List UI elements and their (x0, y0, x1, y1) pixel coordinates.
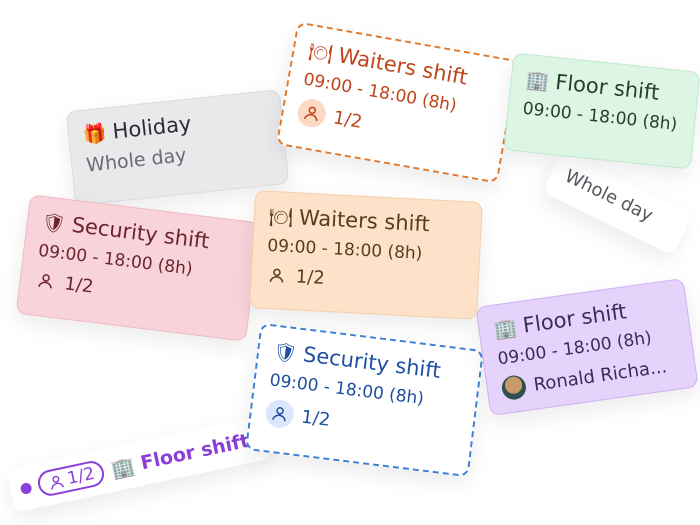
card-count: 1/2 (63, 272, 95, 298)
building-icon: 🏢 (492, 316, 519, 342)
floor-shift-card-purple[interactable]: 🏢 Floor shift 09:00 - 18:00 (8h) Ronald R… (475, 277, 699, 417)
building-icon: 🏢 (524, 68, 551, 93)
card-subtitle: Whole day (85, 144, 188, 177)
card-title: Holiday (111, 111, 193, 144)
card-title: Floor shift (521, 299, 629, 338)
plate-icon: 🍽 (268, 205, 294, 229)
card-count: 1/2 (300, 406, 332, 431)
card-title: Waiters shift (298, 205, 431, 237)
waiters-shift-card-peach[interactable]: 🍽 Waiters shift 09:00 - 18:00 (8h) 1/2 (249, 190, 483, 320)
card-count: 1/2 (331, 106, 364, 133)
shield-icon: 🛡 (271, 340, 299, 365)
card-count: 1/2 (65, 463, 97, 489)
card-time: 09:00 - 18:00 (8h) (266, 235, 423, 264)
status-dot (19, 481, 33, 495)
security-shift-card-dashed[interactable]: 🛡 Security shift 09:00 - 18:00 (8h) 1/2 (245, 322, 484, 478)
card-title: Floor shift (138, 429, 252, 475)
card-count: 1/2 (295, 265, 326, 289)
plate-icon: 🍽 (306, 39, 335, 66)
gift-icon: 🎁 (82, 121, 108, 147)
card-text: Whole day (561, 165, 657, 227)
person-icon (264, 398, 296, 430)
count-badge: 1/2 (35, 458, 107, 499)
person-icon (33, 269, 58, 294)
floor-shift-pill[interactable]: 1/2 🏢 Floor shift (6, 415, 272, 513)
waiters-shift-card-dashed[interactable]: 🍽 Waiters shift 09:00 - 18:00 (8h) 1/2 (275, 21, 520, 184)
person-icon (265, 264, 288, 287)
shield-icon: 🛡 (40, 210, 68, 236)
holiday-card[interactable]: 🎁 Holiday Whole day (65, 89, 290, 206)
floor-shift-card-green[interactable]: 🏢 Floor shift 09:00 - 18:00 (8h) (503, 52, 700, 170)
security-shift-card-pink[interactable]: 🛡 Security shift 09:00 - 18:00 (8h) 1/2 (15, 194, 261, 342)
person-icon (295, 97, 329, 130)
card-title: Floor shift (554, 70, 661, 105)
person-icon (51, 475, 64, 490)
building-icon: 🏢 (108, 454, 137, 482)
avatar (500, 374, 528, 402)
